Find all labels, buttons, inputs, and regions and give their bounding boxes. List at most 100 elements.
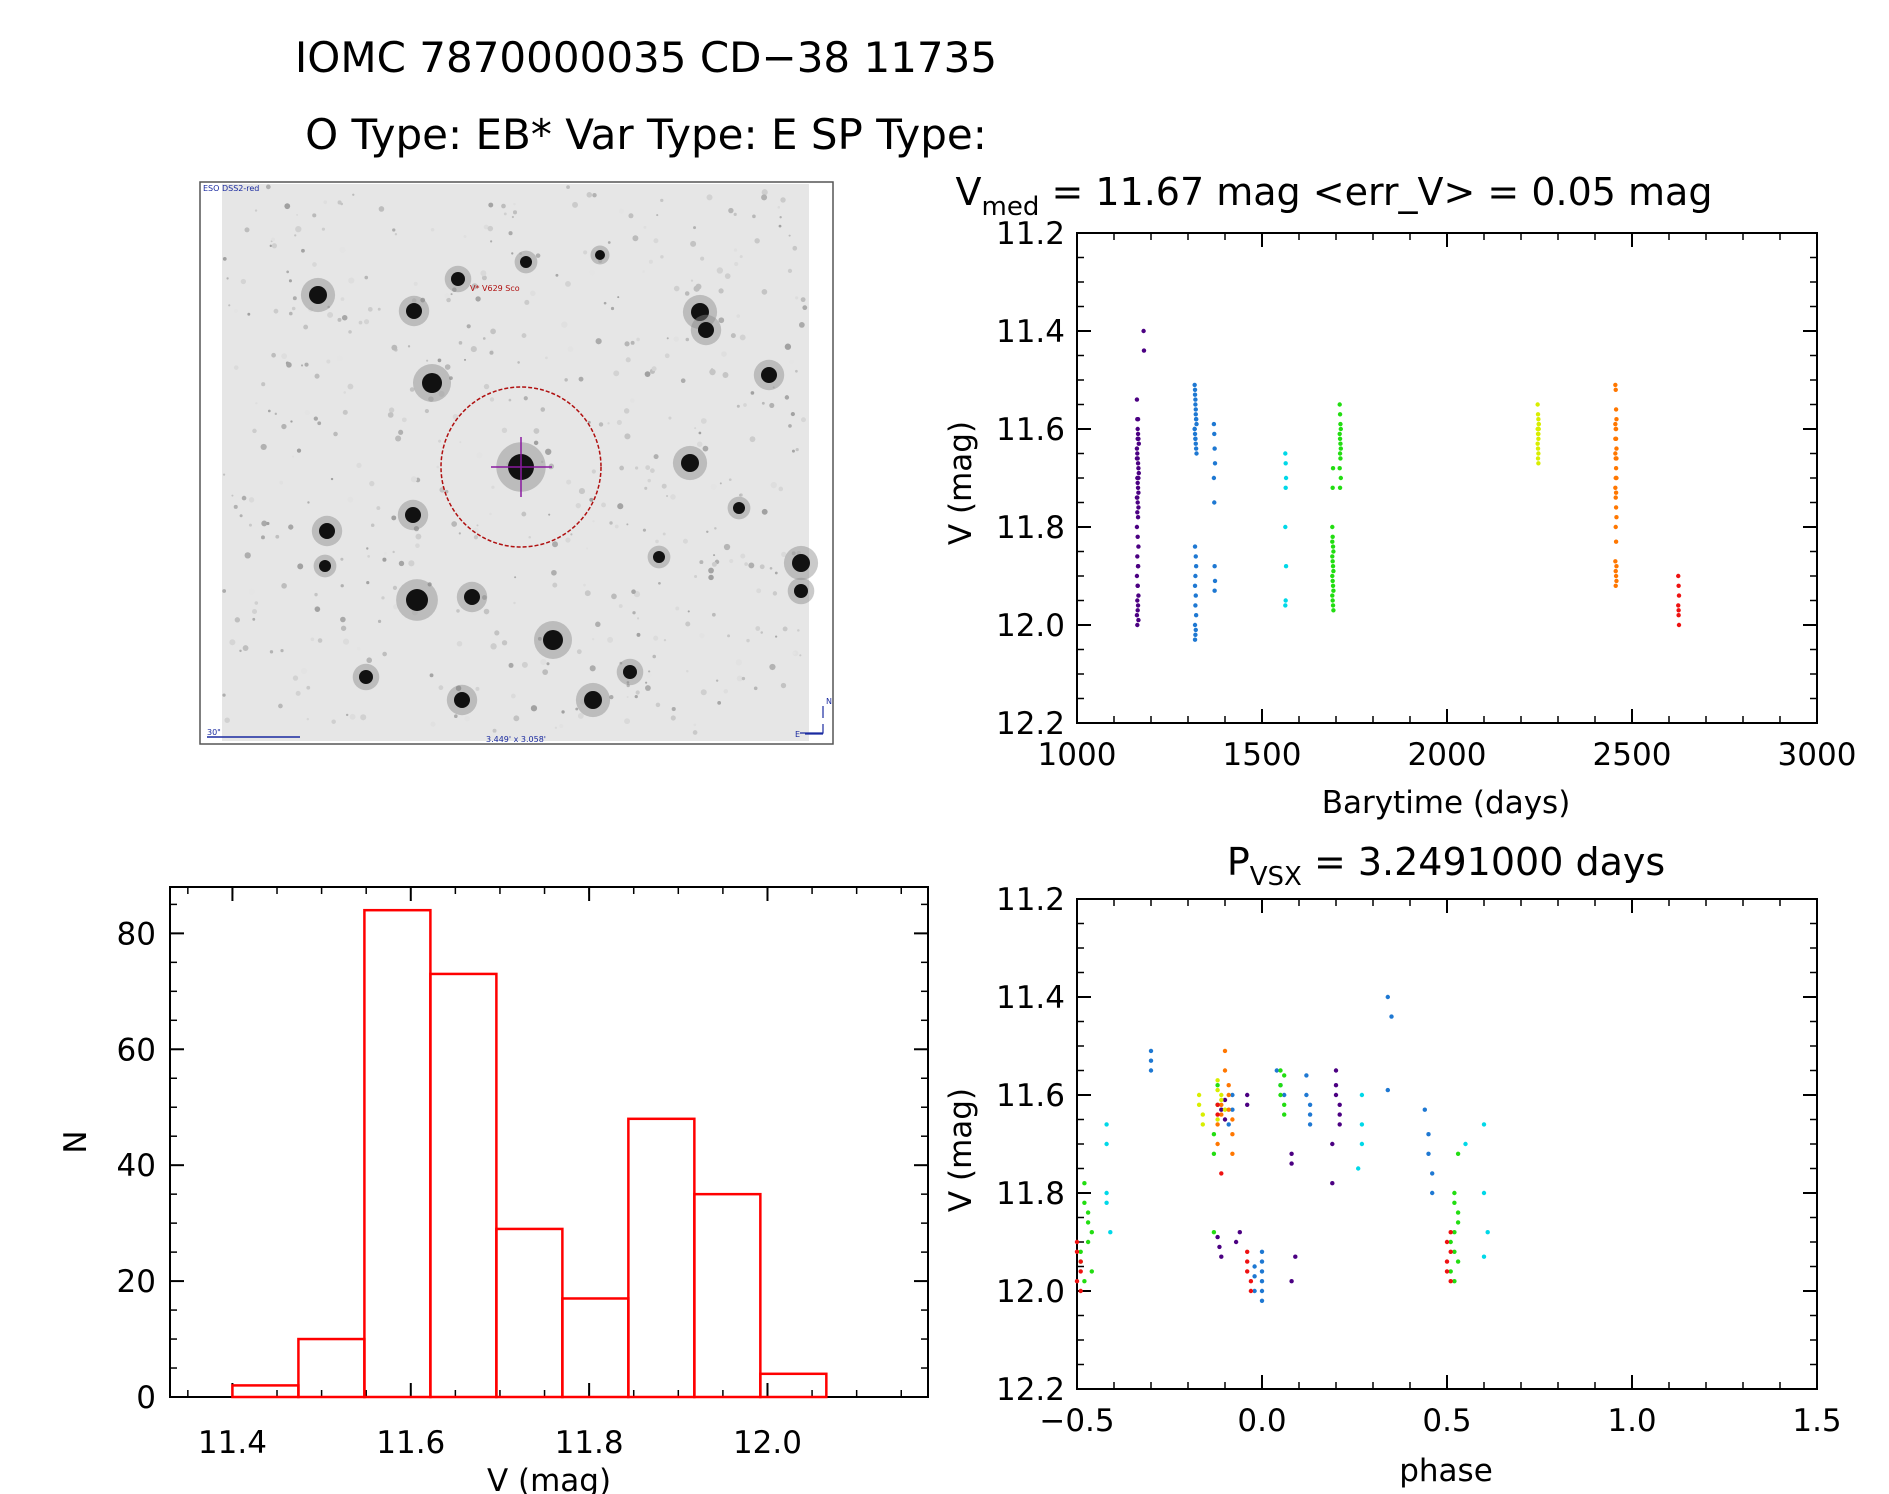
finder-star — [464, 589, 480, 605]
lightcurve-title-sub: med — [982, 192, 1040, 222]
finder-star-faint — [370, 523, 375, 528]
finder-star-faint — [792, 245, 798, 251]
finder-star-faint — [607, 636, 614, 643]
finder-star-faint — [592, 192, 597, 198]
finder-compass — [800, 724, 824, 734]
lightcurve-point — [1134, 446, 1140, 451]
finder-star-faint — [686, 670, 689, 673]
finder-star-faint — [570, 533, 573, 536]
finder-star-faint — [728, 478, 732, 482]
finder-star-faint — [655, 702, 661, 708]
finder-star-faint — [521, 333, 527, 338]
finder-star-faint — [652, 654, 657, 659]
lightcurve-point — [1212, 431, 1217, 437]
finder-star-faint — [660, 255, 664, 259]
lightcurve-point — [1330, 583, 1336, 588]
phased-point — [1304, 1092, 1309, 1098]
finder-star-faint — [415, 543, 420, 548]
lightcurve-point — [1194, 451, 1199, 456]
finder-star-faint — [267, 409, 271, 413]
finder-star — [451, 272, 465, 286]
finder-star-faint — [769, 402, 775, 408]
phased-ticks: −0.5 0.0 0.5 1.0 1.5 11.2 11.4 11.6 11.8 12.0 12.2 — [996, 882, 1842, 1439]
finder-star-faint — [284, 203, 291, 210]
finder-star-faint — [339, 246, 346, 253]
phased-point — [1200, 1122, 1206, 1127]
lightcurve-point — [1193, 436, 1198, 441]
finder-star-faint — [314, 373, 320, 379]
lightcurve-point — [1283, 598, 1288, 603]
finder-star-faint — [286, 270, 289, 274]
lightcurve-point — [1135, 622, 1140, 628]
finder-star-faint — [658, 581, 661, 585]
phased-point — [1307, 1102, 1313, 1108]
finder-star-faint — [226, 277, 229, 280]
finder-star-faint — [567, 346, 574, 353]
histogram-xtick-label: 11.8 — [555, 1425, 624, 1461]
finder-star-faint — [313, 416, 318, 421]
lightcurve-point — [1192, 387, 1198, 392]
finder-star-faint — [528, 536, 531, 539]
finder-star-faint — [749, 436, 756, 443]
finder-star-faint — [290, 420, 293, 423]
lightcurve-point — [1193, 417, 1199, 422]
finder-star-faint — [222, 473, 226, 476]
finder-star-faint — [680, 378, 686, 383]
phased-point — [1259, 1259, 1265, 1264]
finder-star-faint — [586, 547, 589, 550]
lightcurve-point — [1613, 573, 1619, 579]
lightcurve-point — [1330, 524, 1335, 530]
lightcurve-point — [1212, 446, 1217, 451]
finder-star-faint — [634, 694, 638, 699]
finder-star-faint — [607, 241, 611, 244]
phased-point — [1217, 1244, 1222, 1250]
finder-star-faint — [306, 685, 311, 690]
phased-point — [1219, 1171, 1224, 1176]
finder-star-faint — [792, 651, 796, 655]
lightcurve-point — [1535, 402, 1540, 407]
finder-star-faint — [660, 198, 664, 203]
finder-star-faint — [304, 410, 310, 416]
finder-star-faint — [347, 496, 354, 503]
histogram-xtick-label: 12.0 — [733, 1425, 802, 1461]
phased-point — [1330, 1181, 1335, 1186]
finder-star-faint — [706, 530, 709, 533]
finder-star-faint — [330, 477, 334, 481]
lightcurve-point — [1613, 490, 1619, 495]
finder-star-faint — [292, 675, 299, 681]
lightcurve-point — [1136, 593, 1141, 598]
finder-star-faint — [281, 423, 287, 430]
finder-star-faint — [770, 481, 777, 489]
finder-star-faint — [769, 566, 773, 570]
lightcurve-point — [1676, 593, 1682, 598]
finder-star-faint — [729, 558, 734, 564]
finder-star-faint — [552, 582, 558, 588]
finder-star-faint — [292, 296, 297, 301]
finder-star-faint — [464, 358, 467, 361]
finder-star-faint — [308, 307, 314, 313]
phased-point — [1333, 1092, 1339, 1098]
finder-star-faint — [591, 469, 596, 474]
phased-point — [1481, 1254, 1487, 1259]
finder-star-faint — [489, 397, 495, 402]
finder-star-faint — [671, 706, 676, 712]
lightcurve-point — [1283, 485, 1288, 490]
finder-star-faint — [739, 255, 743, 259]
lightcurve-point — [1613, 485, 1618, 490]
lightcurve-point — [1613, 539, 1619, 544]
finder-star-faint — [589, 497, 594, 502]
finder-star-faint — [508, 662, 514, 668]
phased-point — [1215, 1102, 1220, 1108]
lightcurve-point — [1212, 588, 1217, 593]
finder-star-faint — [511, 215, 514, 219]
lightcurve-point — [1330, 598, 1335, 603]
finder-star-faint — [714, 527, 717, 530]
phased-point — [1278, 1092, 1283, 1098]
phased-point — [1455, 1220, 1461, 1225]
finder-star-faint — [761, 189, 768, 196]
finder-star-faint — [288, 279, 292, 283]
lightcurve-point — [1330, 603, 1336, 608]
finder-star-faint — [566, 185, 570, 189]
finder-star-faint — [583, 250, 588, 255]
finder-star-faint — [517, 361, 520, 364]
